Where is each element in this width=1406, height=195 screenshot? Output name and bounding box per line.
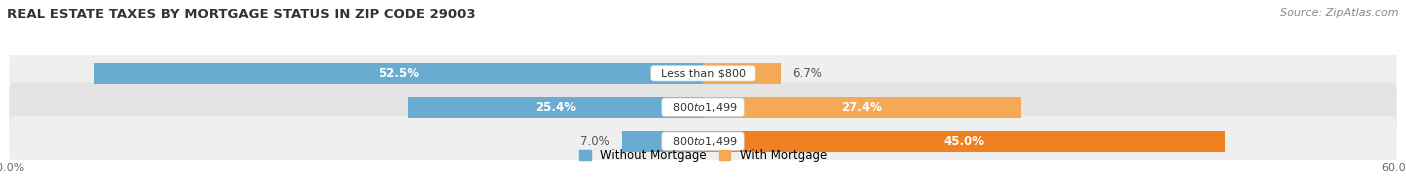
Text: $800 to $1,499: $800 to $1,499 xyxy=(665,101,741,114)
Text: 25.4%: 25.4% xyxy=(536,101,576,114)
Bar xyxy=(94,63,703,84)
Text: 6.7%: 6.7% xyxy=(793,67,823,80)
Legend: Without Mortgage, With Mortgage: Without Mortgage, With Mortgage xyxy=(579,149,827,162)
Bar xyxy=(621,131,703,152)
FancyBboxPatch shape xyxy=(10,82,1396,132)
Text: 45.0%: 45.0% xyxy=(943,135,984,148)
Text: 52.5%: 52.5% xyxy=(378,67,419,80)
FancyBboxPatch shape xyxy=(10,49,1396,98)
Text: 27.4%: 27.4% xyxy=(841,101,883,114)
Text: Source: ZipAtlas.com: Source: ZipAtlas.com xyxy=(1281,8,1399,18)
Bar xyxy=(703,131,1225,152)
Bar xyxy=(408,97,703,118)
Text: Less than $800: Less than $800 xyxy=(654,68,752,78)
Text: 7.0%: 7.0% xyxy=(581,135,610,148)
Text: $800 to $1,499: $800 to $1,499 xyxy=(665,135,741,148)
FancyBboxPatch shape xyxy=(10,116,1396,166)
Bar xyxy=(703,63,780,84)
Text: REAL ESTATE TAXES BY MORTGAGE STATUS IN ZIP CODE 29003: REAL ESTATE TAXES BY MORTGAGE STATUS IN … xyxy=(7,8,475,21)
Bar xyxy=(703,97,1021,118)
